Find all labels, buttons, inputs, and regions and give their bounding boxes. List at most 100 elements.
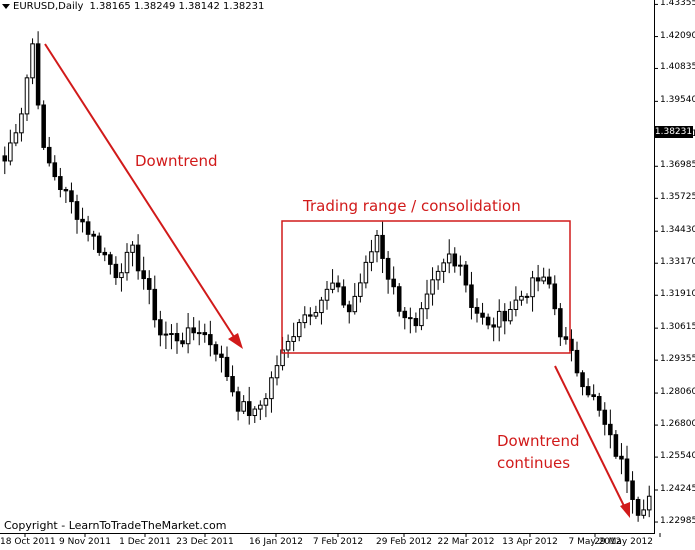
bearish-candle [213,344,219,355]
bearish-candle [635,498,641,516]
bullish-candle [458,264,463,267]
bullish-candle [169,333,174,336]
downtrend-continues-line2: continues [497,454,571,472]
bearish-candle [630,480,635,500]
bullish-candle [252,408,258,417]
bearish-candle [74,201,80,220]
bullish-candle [508,308,513,322]
bullish-candle [291,336,296,342]
bearish-candle [2,155,8,162]
price-tick-label: 1.31910 [660,289,695,300]
price-tick-label: 1.28060 [660,387,695,398]
bearish-candle [580,372,585,388]
bearish-candle [558,308,563,338]
symbol-label: EURUSD,Daily [13,1,84,12]
bullish-candle [241,401,246,412]
chevron-down-icon[interactable] [2,4,10,9]
bearish-candle [224,356,230,378]
bearish-candle [152,288,158,321]
bearish-candle [619,455,624,460]
bearish-candle [591,394,596,398]
bearish-candle [46,146,52,164]
bearish-candle [546,276,552,285]
bearish-candle [385,257,391,280]
bearish-candle [380,234,385,259]
downtrend-continues-arrow [554,365,630,518]
bullish-candle [419,308,424,327]
bearish-candle [585,386,591,396]
bullish-candle [119,272,124,279]
bullish-candle [369,251,374,263]
bearish-candle [69,190,74,203]
time-tick-label: 7 May 2012 [568,537,622,547]
bearish-candle [491,324,496,328]
bullish-candle [424,293,430,310]
price-tick-label: 1.34430 [660,225,695,236]
bullish-candle [530,277,535,298]
bearish-candle [35,43,41,106]
bullish-candle [441,262,446,272]
bearish-candle [219,353,224,358]
bearish-candle [208,334,213,346]
bullish-candle [435,270,441,281]
bullish-candle [313,312,319,317]
bullish-candle [163,333,169,336]
bearish-candle [52,162,58,178]
bullish-candle [319,299,324,314]
bearish-candle [235,391,241,412]
bearish-candle [474,306,480,314]
price-tick-label: 1.24245 [660,484,695,494]
price-tick-label: 1.26800 [660,419,695,430]
time-tick-label: 22 Mar 2012 [437,537,495,547]
bearish-candle [346,304,352,313]
bearish-candle [469,284,474,308]
time-tick-label: 1 Dec 2011 [119,537,171,547]
bullish-candle [646,495,652,511]
bearish-candle [535,277,541,282]
time-tick-label: 23 Dec 2011 [176,537,234,547]
time-tick-label: 18 Oct 2011 [0,537,56,547]
price-tick-label: 1.43355 [660,0,695,9]
bearish-candle [480,312,485,318]
bearish-candle [574,349,580,374]
price-tick-label: 1.22985 [660,516,695,527]
bullish-candle [296,322,302,338]
bearish-candle [502,310,508,322]
time-axis-ticks [24,533,661,537]
price-tick-label: 1.25540 [660,451,695,462]
bearish-candle [608,423,613,436]
price-tick-label: 1.35725 [660,192,695,203]
bearish-candle [141,270,146,280]
bullish-candle [541,276,546,282]
bearish-candle [413,318,419,327]
downtrend-continues-label: Downtrend continues [497,430,579,474]
bullish-candle [496,310,502,328]
bearish-candle [391,278,396,288]
bullish-candle [8,142,13,162]
bearish-candle [408,317,413,320]
price-tick-label: 1.29355 [660,354,695,365]
downtrend-label: Downtrend [135,152,218,170]
bullish-candle [446,253,452,264]
bearish-candle [230,376,235,393]
bearish-candle [113,263,119,279]
bullish-candle [130,244,135,253]
bullish-candle [302,314,308,324]
bearish-candle [524,295,530,298]
bearish-candle [624,458,630,482]
bullish-candle [24,77,30,115]
ohlc-values: 1.38165 1.38249 1.38142 1.38231 [89,1,265,12]
bearish-candle [191,327,196,334]
price-tick-label: 1.36985 [660,160,695,171]
bearish-candle [246,401,252,417]
bullish-candle [124,251,130,274]
bearish-candle [596,396,602,411]
bearish-candle [563,336,569,340]
time-tick-label: 9 Nov 2011 [59,537,111,547]
bearish-candle [96,235,102,253]
bearish-candle [396,286,402,312]
bearish-candle [80,218,85,223]
bullish-candle [19,113,24,134]
copyright-text: Copyright - LearnToTradeTheMarket.com [4,519,227,532]
